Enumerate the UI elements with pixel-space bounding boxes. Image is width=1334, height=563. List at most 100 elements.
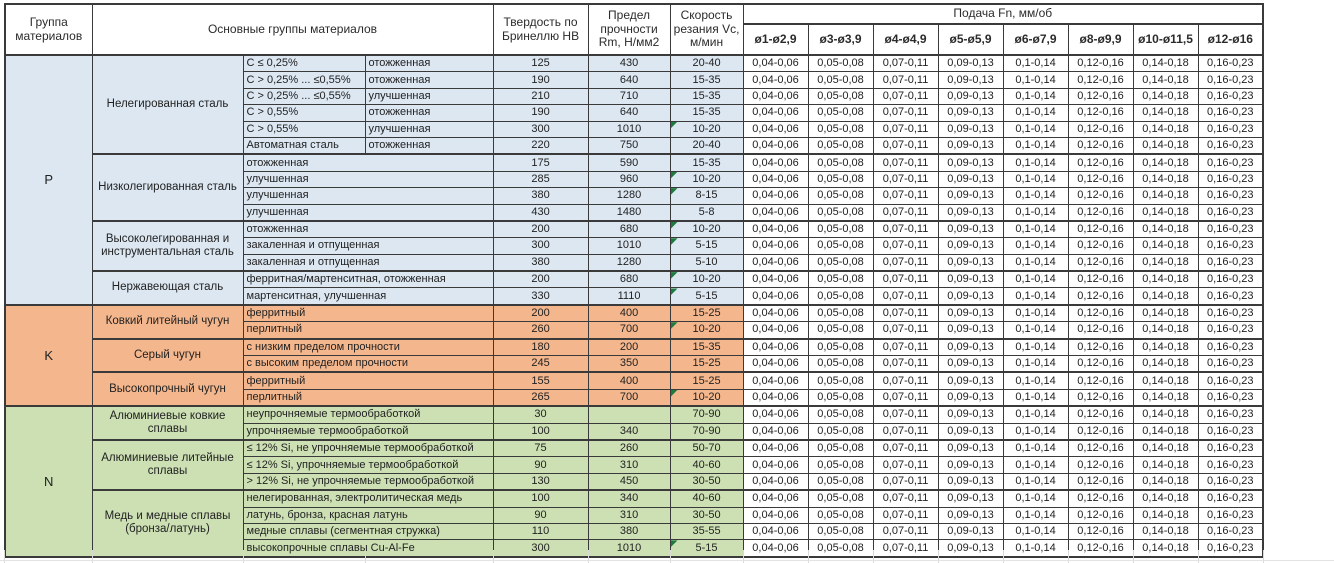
feed-value-cell: 0,05-0,08 bbox=[807, 303, 874, 323]
feed-value-cell: 0,05-0,08 bbox=[807, 472, 874, 491]
vc-value-cell: 5-15 bbox=[669, 539, 744, 558]
vc-value-cell: 15-35 bbox=[669, 153, 744, 172]
rm-value-cell: 1110 bbox=[587, 287, 671, 306]
material-variant-cell: улучшенная bbox=[242, 187, 494, 205]
feed-value-cell: 0,04-0,06 bbox=[742, 539, 809, 558]
hb-value-cell: 380 bbox=[492, 253, 589, 272]
feed-value-cell: 0,1-0,14 bbox=[1002, 187, 1069, 205]
group-code-cell: P bbox=[4, 54, 93, 306]
vc-value-cell: 5-15 bbox=[669, 237, 744, 255]
rm-value-cell: 310 bbox=[587, 456, 671, 474]
feed-value-cell: 0,16-0,23 bbox=[1197, 71, 1264, 89]
material-variant-cell: перлитный bbox=[242, 321, 494, 340]
vc-value-cell: 35-55 bbox=[669, 522, 744, 541]
feed-value-cell: 0,09-0,13 bbox=[937, 219, 1004, 239]
vc-value-cell: 15-25 bbox=[669, 303, 744, 323]
feed-value-cell: 0,1-0,14 bbox=[1002, 104, 1069, 122]
feed-value-cell: 0,09-0,13 bbox=[937, 87, 1004, 106]
material-variant-cell: отожженная bbox=[242, 219, 494, 239]
material-variant-cell: C > 0,25% ... ≤0,55% bbox=[242, 71, 366, 89]
feed-value-cell: 0,05-0,08 bbox=[807, 388, 874, 407]
feed-value-cell: 0,14-0,18 bbox=[1132, 489, 1199, 508]
gridline-stub bbox=[243, 550, 244, 563]
hb-value-cell: 100 bbox=[492, 422, 589, 441]
feed-value-cell: 0,09-0,13 bbox=[937, 270, 1004, 289]
feed-value-cell: 0,12-0,16 bbox=[1067, 371, 1134, 390]
feed-value-cell: 0,14-0,18 bbox=[1132, 539, 1199, 558]
feed-value-cell: 0,14-0,18 bbox=[1132, 54, 1199, 73]
feed-value-cell: 0,12-0,16 bbox=[1067, 456, 1134, 474]
feed-value-cell: 0,1-0,14 bbox=[1002, 405, 1069, 424]
hb-value-cell: 75 bbox=[492, 438, 589, 458]
feed-value-cell: 0,09-0,13 bbox=[937, 54, 1004, 73]
feed-value-cell: 0,1-0,14 bbox=[1002, 522, 1069, 541]
material-state-cell: отожженная bbox=[364, 71, 494, 89]
feed-value-cell: 0,14-0,18 bbox=[1132, 104, 1199, 122]
header-brinell-hardness: Твердость по Бринеллю HB bbox=[492, 3, 589, 56]
hb-value-cell: 30 bbox=[492, 405, 589, 424]
vc-value-cell: 10-20 bbox=[669, 120, 744, 138]
feed-value-cell: 0,12-0,16 bbox=[1067, 87, 1134, 106]
rm-value-cell: 700 bbox=[587, 388, 671, 407]
hb-value-cell: 430 bbox=[492, 203, 589, 222]
feed-value-cell: 0,09-0,13 bbox=[937, 104, 1004, 122]
feed-value-cell: 0,16-0,23 bbox=[1197, 270, 1264, 289]
feed-value-cell: 0,05-0,08 bbox=[807, 104, 874, 122]
material-variant-cell: высокопрочные сплавы Cu-Al-Fe bbox=[242, 539, 494, 558]
feed-value-cell: 0,04-0,06 bbox=[742, 170, 809, 189]
material-state-cell: улучшенная bbox=[364, 87, 494, 106]
feed-value-cell: 0,04-0,06 bbox=[742, 120, 809, 138]
feed-value-cell: 0,09-0,13 bbox=[937, 303, 1004, 323]
feed-value-cell: 0,04-0,06 bbox=[742, 337, 809, 357]
feed-value-cell: 0,1-0,14 bbox=[1002, 355, 1069, 373]
feed-value-cell: 0,14-0,18 bbox=[1132, 337, 1199, 357]
feed-value-cell: 0,14-0,18 bbox=[1132, 438, 1199, 458]
feed-value-cell: 0,14-0,18 bbox=[1132, 71, 1199, 89]
vc-value-cell: 20-40 bbox=[669, 136, 744, 155]
feed-value-cell: 0,12-0,16 bbox=[1067, 136, 1134, 155]
gridline-stub bbox=[873, 550, 874, 563]
feed-value-cell: 0,1-0,14 bbox=[1002, 253, 1069, 272]
feed-value-cell: 0,07-0,11 bbox=[872, 287, 939, 306]
vc-value-cell: 5-10 bbox=[669, 253, 744, 272]
feed-value-cell: 0,14-0,18 bbox=[1132, 253, 1199, 272]
vc-value-cell: 50-70 bbox=[669, 438, 744, 458]
feed-value-cell: 0,09-0,13 bbox=[937, 456, 1004, 474]
feed-value-cell: 0,12-0,16 bbox=[1067, 506, 1134, 524]
feed-value-cell: 0,04-0,06 bbox=[742, 388, 809, 407]
feed-value-cell: 0,14-0,18 bbox=[1132, 120, 1199, 138]
feed-value-cell: 0,14-0,18 bbox=[1132, 355, 1199, 373]
hb-value-cell: 90 bbox=[492, 506, 589, 524]
feed-value-cell: 0,04-0,06 bbox=[742, 405, 809, 424]
feed-value-cell: 0,14-0,18 bbox=[1132, 136, 1199, 155]
feed-value-cell: 0,05-0,08 bbox=[807, 270, 874, 289]
header-feed-diameter-range: ø6-ø7,9 bbox=[1002, 23, 1069, 56]
material-subgroup-cell: Ковкий литейный чугун bbox=[91, 303, 244, 340]
rm-value-cell: 340 bbox=[587, 422, 671, 441]
header-feed: Подача Fn, мм/об bbox=[742, 3, 1264, 25]
feed-value-cell: 0,07-0,11 bbox=[872, 355, 939, 373]
vc-value-cell: 15-35 bbox=[669, 71, 744, 89]
gridline-stub bbox=[1068, 550, 1069, 563]
feed-value-cell: 0,05-0,08 bbox=[807, 337, 874, 357]
rm-value-cell: 350 bbox=[587, 355, 671, 373]
vc-value-cell: 30-50 bbox=[669, 506, 744, 524]
feed-value-cell: 0,12-0,16 bbox=[1067, 170, 1134, 189]
feed-value-cell: 0,16-0,23 bbox=[1197, 438, 1264, 458]
hb-value-cell: 200 bbox=[492, 219, 589, 239]
feed-value-cell: 0,12-0,16 bbox=[1067, 337, 1134, 357]
vc-value-cell: 30-50 bbox=[669, 472, 744, 491]
rm-value-cell: 1280 bbox=[587, 187, 671, 205]
material-variant-cell: закаленная и отпущенная bbox=[242, 253, 494, 272]
gridline-stub bbox=[4, 550, 5, 563]
feed-value-cell: 0,05-0,08 bbox=[807, 371, 874, 390]
feed-value-cell: 0,04-0,06 bbox=[742, 203, 809, 222]
header-tensile-strength: Предел прочности Rm, Н/мм2 bbox=[587, 3, 671, 56]
feed-value-cell: 0,05-0,08 bbox=[807, 506, 874, 524]
feed-value-cell: 0,12-0,16 bbox=[1067, 237, 1134, 255]
feed-value-cell: 0,12-0,16 bbox=[1067, 104, 1134, 122]
feed-value-cell: 0,12-0,16 bbox=[1067, 489, 1134, 508]
header-feed-diameter-range: ø3-ø3,9 bbox=[807, 23, 874, 56]
hb-value-cell: 210 bbox=[492, 87, 589, 106]
feed-value-cell: 0,14-0,18 bbox=[1132, 219, 1199, 239]
